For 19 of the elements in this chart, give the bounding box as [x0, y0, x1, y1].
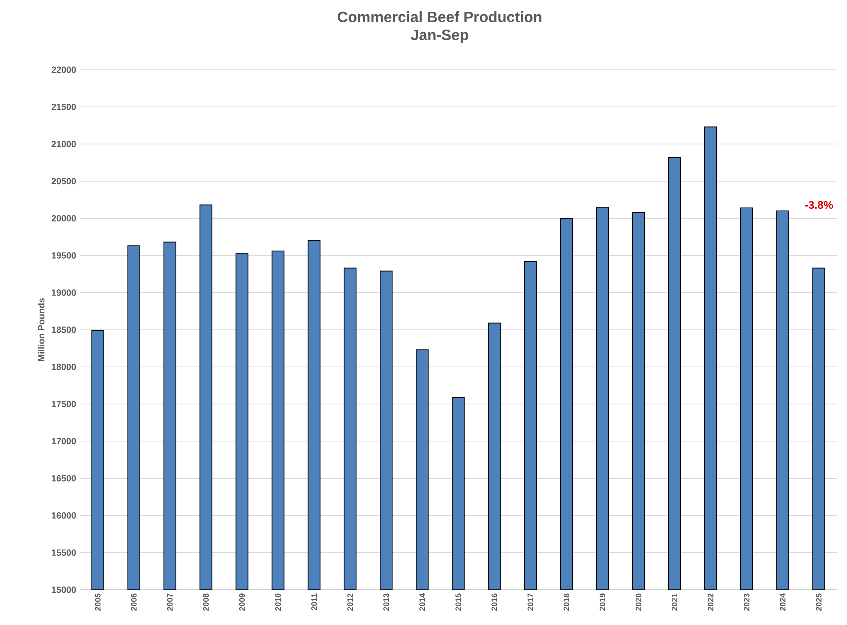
y-tick-label: 18500	[52, 326, 76, 334]
y-tick-label: 22000	[52, 66, 76, 74]
y-tick-label: 18000	[52, 364, 76, 370]
y-tick-label: 19500	[52, 252, 76, 259]
y-tick-label: 16000	[52, 512, 76, 519]
y-axis-title: Million Pounds	[38, 298, 45, 362]
y-tick-label: 20500	[52, 178, 76, 185]
y-tick-label: 20000	[52, 215, 76, 222]
y-tick-label: 21000	[52, 141, 76, 148]
y-tick-label: 19000	[52, 290, 76, 296]
y-tick-label: 21500	[52, 104, 76, 110]
y-tick-label: 15000	[52, 586, 76, 594]
y-tick-label: 16500	[52, 475, 76, 482]
chart-subtitle: Jan-Sep	[411, 30, 468, 44]
y-tick-label: 17500	[52, 401, 76, 408]
annotation: -3.8%	[805, 201, 834, 210]
chart-title: Commercial Beef Production	[338, 12, 542, 22]
y-tick-label: 15500	[52, 550, 76, 556]
y-tick-label: 17000	[52, 438, 76, 445]
